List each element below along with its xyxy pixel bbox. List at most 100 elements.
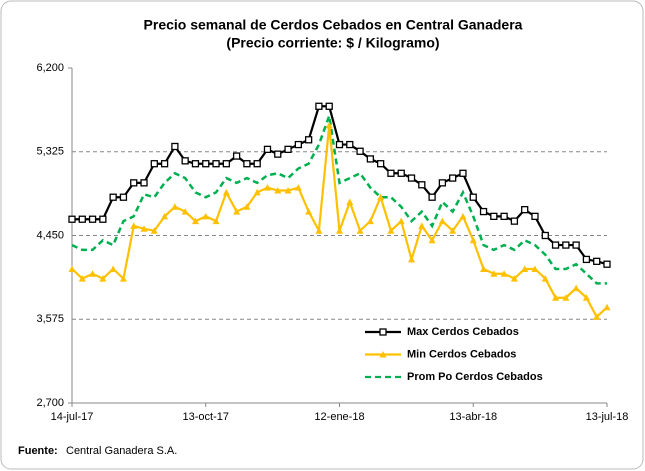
data-point <box>428 193 436 201</box>
data-point <box>222 160 230 168</box>
data-point <box>109 265 117 272</box>
data-point <box>88 215 97 223</box>
data-point <box>582 255 591 264</box>
data-point <box>407 174 416 182</box>
data-point <box>490 270 498 277</box>
data-point <box>315 102 323 110</box>
data-point <box>541 275 549 282</box>
data-point <box>243 203 251 210</box>
data-point <box>253 188 261 196</box>
data-point <box>397 217 405 225</box>
data-point <box>346 140 354 149</box>
data-point <box>150 227 158 234</box>
data-point <box>212 217 220 225</box>
data-point <box>479 207 488 216</box>
data-point <box>562 241 570 249</box>
data-point <box>161 212 169 220</box>
data-point <box>449 174 457 182</box>
data-point <box>140 225 148 232</box>
data-point <box>304 136 313 144</box>
x-tick-label: 12-ene-18 <box>314 411 364 423</box>
data-point <box>562 294 570 301</box>
x-tick-label: 13-oct-17 <box>183 411 229 423</box>
data-point <box>346 198 354 205</box>
legend-marker <box>379 328 387 336</box>
data-point <box>459 212 467 220</box>
data-point <box>480 265 488 272</box>
source-label: Fuente: <box>18 445 58 457</box>
x-tick-label: 14-jul-17 <box>51 411 94 423</box>
data-point <box>109 193 117 201</box>
data-point <box>284 145 292 154</box>
data-point <box>191 160 200 168</box>
data-point <box>294 140 302 149</box>
data-point <box>202 212 210 220</box>
data-point <box>325 102 333 110</box>
legend-label: Prom Po Cerdos Cebados <box>407 371 543 383</box>
data-point <box>377 160 385 168</box>
data-point <box>572 241 580 249</box>
data-point <box>387 227 395 234</box>
data-point <box>582 294 590 301</box>
data-point <box>335 140 344 149</box>
data-point <box>531 265 539 272</box>
data-point <box>387 169 395 177</box>
data-point <box>284 187 292 194</box>
data-point <box>603 303 611 311</box>
data-point <box>336 227 343 234</box>
data-point <box>89 270 97 277</box>
legend-label: Min Cerdos Cebados <box>407 348 516 360</box>
data-point <box>202 160 210 168</box>
data-point <box>171 203 179 210</box>
data-point <box>325 121 333 129</box>
chart-subtitle: (Precio corriente: $ / Kilogramo) <box>226 35 439 51</box>
data-point <box>603 260 611 268</box>
data-point <box>130 179 138 187</box>
data-point <box>263 145 272 154</box>
data-point <box>510 217 519 225</box>
data-point <box>366 217 374 225</box>
data-point <box>274 150 282 158</box>
data-point <box>490 212 498 221</box>
data-point <box>418 222 426 229</box>
chart-title: Precio semanal de Cerdos Cebados en Cent… <box>144 17 523 33</box>
data-point <box>551 241 560 249</box>
x-tick-label: 13-jul-18 <box>586 411 629 423</box>
data-point <box>593 257 601 265</box>
data-point <box>397 169 405 177</box>
legend-marker <box>379 351 387 358</box>
data-point <box>541 231 549 240</box>
data-point <box>356 147 364 155</box>
data-point <box>68 265 76 272</box>
data-point <box>521 265 529 272</box>
legend-label: Max Cerdos Cebados <box>407 326 519 338</box>
data-point <box>500 270 508 277</box>
data-point <box>78 275 86 282</box>
data-point <box>531 212 539 221</box>
data-point <box>181 208 189 215</box>
data-point <box>119 193 128 201</box>
data-point <box>243 160 251 168</box>
data-point <box>294 184 302 191</box>
x-tick-label: 13-abr-18 <box>449 411 497 423</box>
data-point <box>449 227 457 234</box>
y-tick-label: 6,200 <box>36 62 64 74</box>
y-tick-label: 5,325 <box>36 146 64 158</box>
data-point <box>418 181 426 189</box>
data-point <box>377 193 385 201</box>
data-point <box>459 169 467 177</box>
source: Central Ganadera S.A. <box>66 445 177 457</box>
data-point <box>99 275 107 282</box>
data-point <box>593 313 601 320</box>
data-point <box>232 152 241 160</box>
data-point <box>469 236 477 244</box>
data-point <box>222 188 230 196</box>
data-point <box>438 217 446 225</box>
data-point <box>356 227 364 234</box>
data-point <box>572 284 580 292</box>
data-point <box>469 193 477 201</box>
data-point <box>78 215 86 223</box>
data-point <box>305 208 313 215</box>
